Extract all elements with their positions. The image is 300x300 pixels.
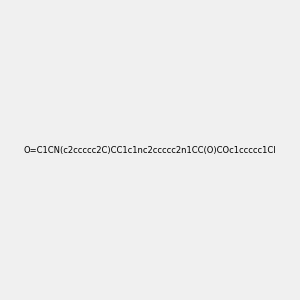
- Text: O=C1CN(c2ccccc2C)CC1c1nc2ccccc2n1CC(O)COc1ccccc1Cl: O=C1CN(c2ccccc2C)CC1c1nc2ccccc2n1CC(O)CO…: [24, 146, 276, 154]
